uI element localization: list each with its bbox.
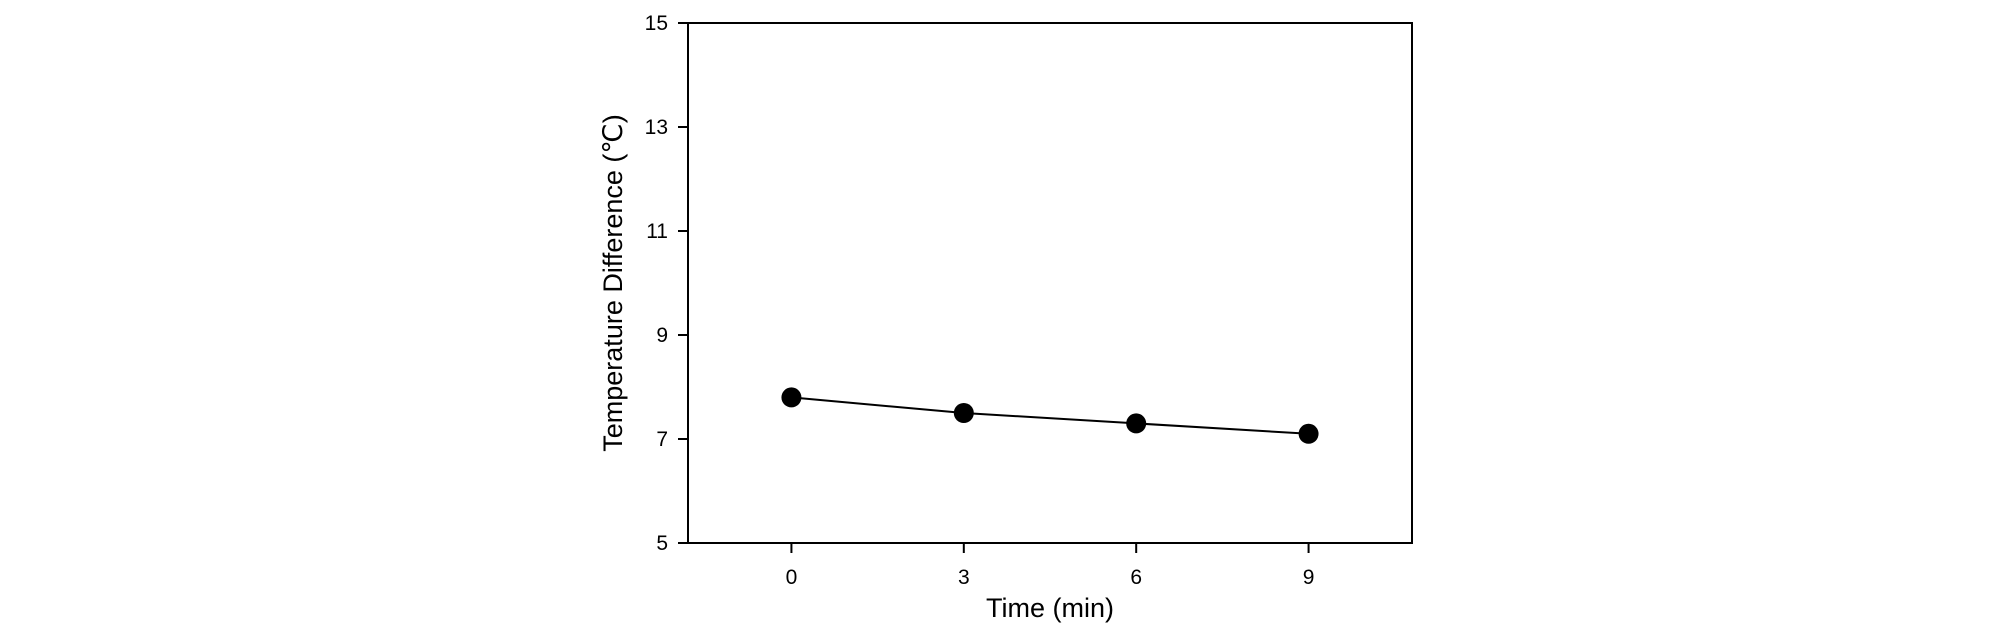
x-tick-label: 9 <box>1303 566 1315 589</box>
y-tick-label: 9 <box>656 324 668 347</box>
series-line <box>791 396 1309 435</box>
data-point <box>781 387 802 408</box>
x-tick-label: 0 <box>786 566 798 589</box>
data-point <box>953 403 974 423</box>
y-axis-title: Temperature Difference (℃) <box>598 114 628 451</box>
y-tick-label: 5 <box>656 532 668 555</box>
y-tick-label: 15 <box>645 12 668 35</box>
data-point <box>1298 423 1319 444</box>
plot-area-frame <box>687 22 1413 544</box>
x-axis-title: Time (min) <box>986 593 1114 623</box>
y-tick-label: 11 <box>646 220 668 243</box>
y-tick-label: 13 <box>645 116 668 139</box>
x-tick-label: 3 <box>958 566 970 589</box>
data-point <box>1126 413 1147 434</box>
y-tick-label: 7 <box>656 428 668 451</box>
x-tick-label: 6 <box>1130 566 1142 589</box>
